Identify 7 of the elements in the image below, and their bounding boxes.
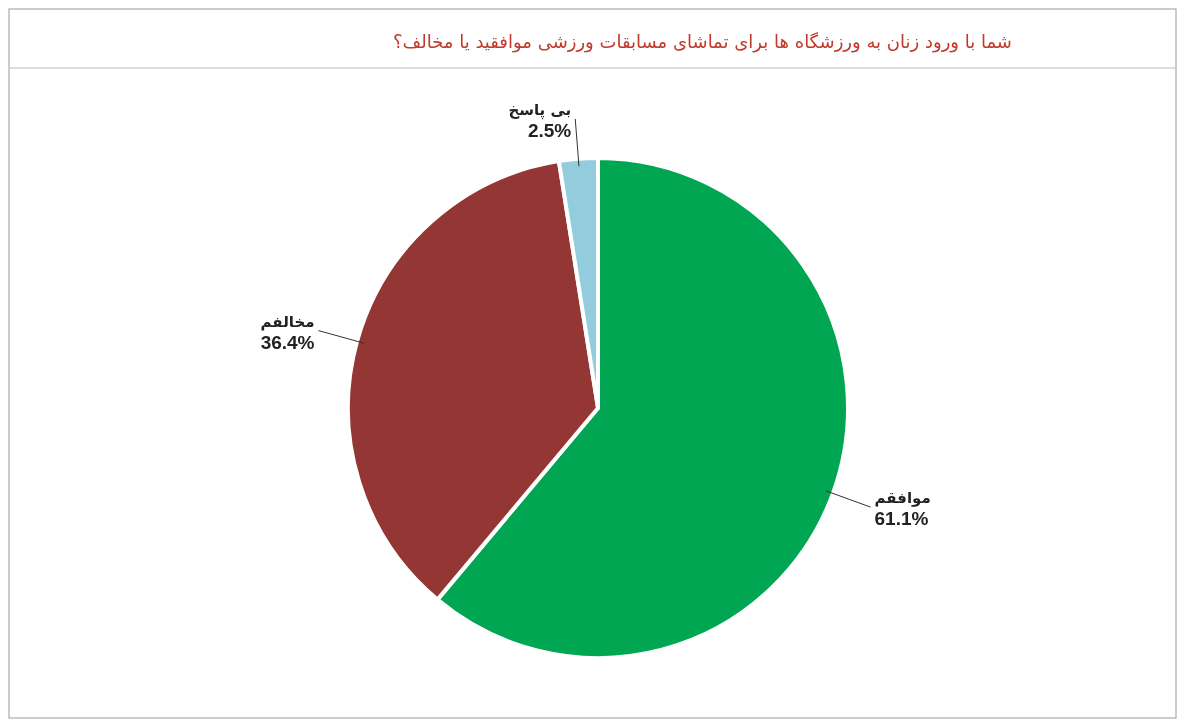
data-label: 61.1% — [874, 508, 929, 530]
data-label: 2.5% — [527, 119, 572, 141]
data-label: 36.4% — [260, 331, 315, 353]
slice-label: بی پاسخ — [508, 100, 572, 120]
slice-label: مخالفم — [260, 312, 315, 331]
chart-title: شما با ورود زنان به ورزشگاه ها برای تماشای مسابقات ورزشی موافقید یا مخالف؟ — [393, 31, 1012, 53]
slice-label: موافقم — [874, 489, 931, 508]
